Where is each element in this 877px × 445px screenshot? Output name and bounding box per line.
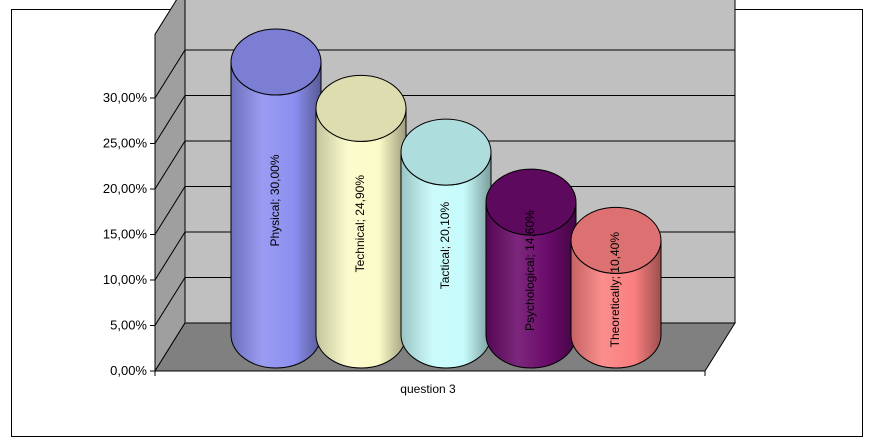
gridline-side bbox=[154, 140, 186, 190]
y-tick-label: 15,00% bbox=[103, 227, 148, 242]
y-tick-label: 0,00% bbox=[110, 363, 147, 378]
y-tick-label: 30,00% bbox=[103, 90, 148, 105]
data-label: Physical; 30,00% bbox=[268, 154, 282, 246]
y-tick-label: 10,00% bbox=[103, 272, 148, 287]
data-label: Tactical; 20,10% bbox=[438, 202, 452, 290]
data-label: Psychological; 14,60% bbox=[523, 210, 537, 331]
bar-top-psychological bbox=[485, 168, 577, 236]
gridline-side bbox=[154, 231, 186, 281]
gridline-side bbox=[154, 95, 186, 144]
side-wall bbox=[154, 0, 186, 373]
y-tick-label: 5,00% bbox=[110, 318, 147, 333]
y-tick-label: 20,00% bbox=[103, 181, 148, 196]
bar-top-theoretically bbox=[570, 206, 662, 274]
data-label: Theoretically; 10,40% bbox=[608, 232, 622, 348]
gridline-side bbox=[154, 49, 186, 99]
data-label: Technical; 24,90% bbox=[353, 175, 367, 273]
gridline-side bbox=[154, 186, 186, 235]
y-tick-label: 25,00% bbox=[103, 136, 148, 151]
gridline-side bbox=[154, 277, 186, 326]
bar-top-physical bbox=[230, 28, 322, 96]
bar-top-technical bbox=[315, 74, 407, 142]
x-category-label: question 3 bbox=[400, 382, 456, 396]
bar-top-tactical bbox=[400, 118, 492, 186]
